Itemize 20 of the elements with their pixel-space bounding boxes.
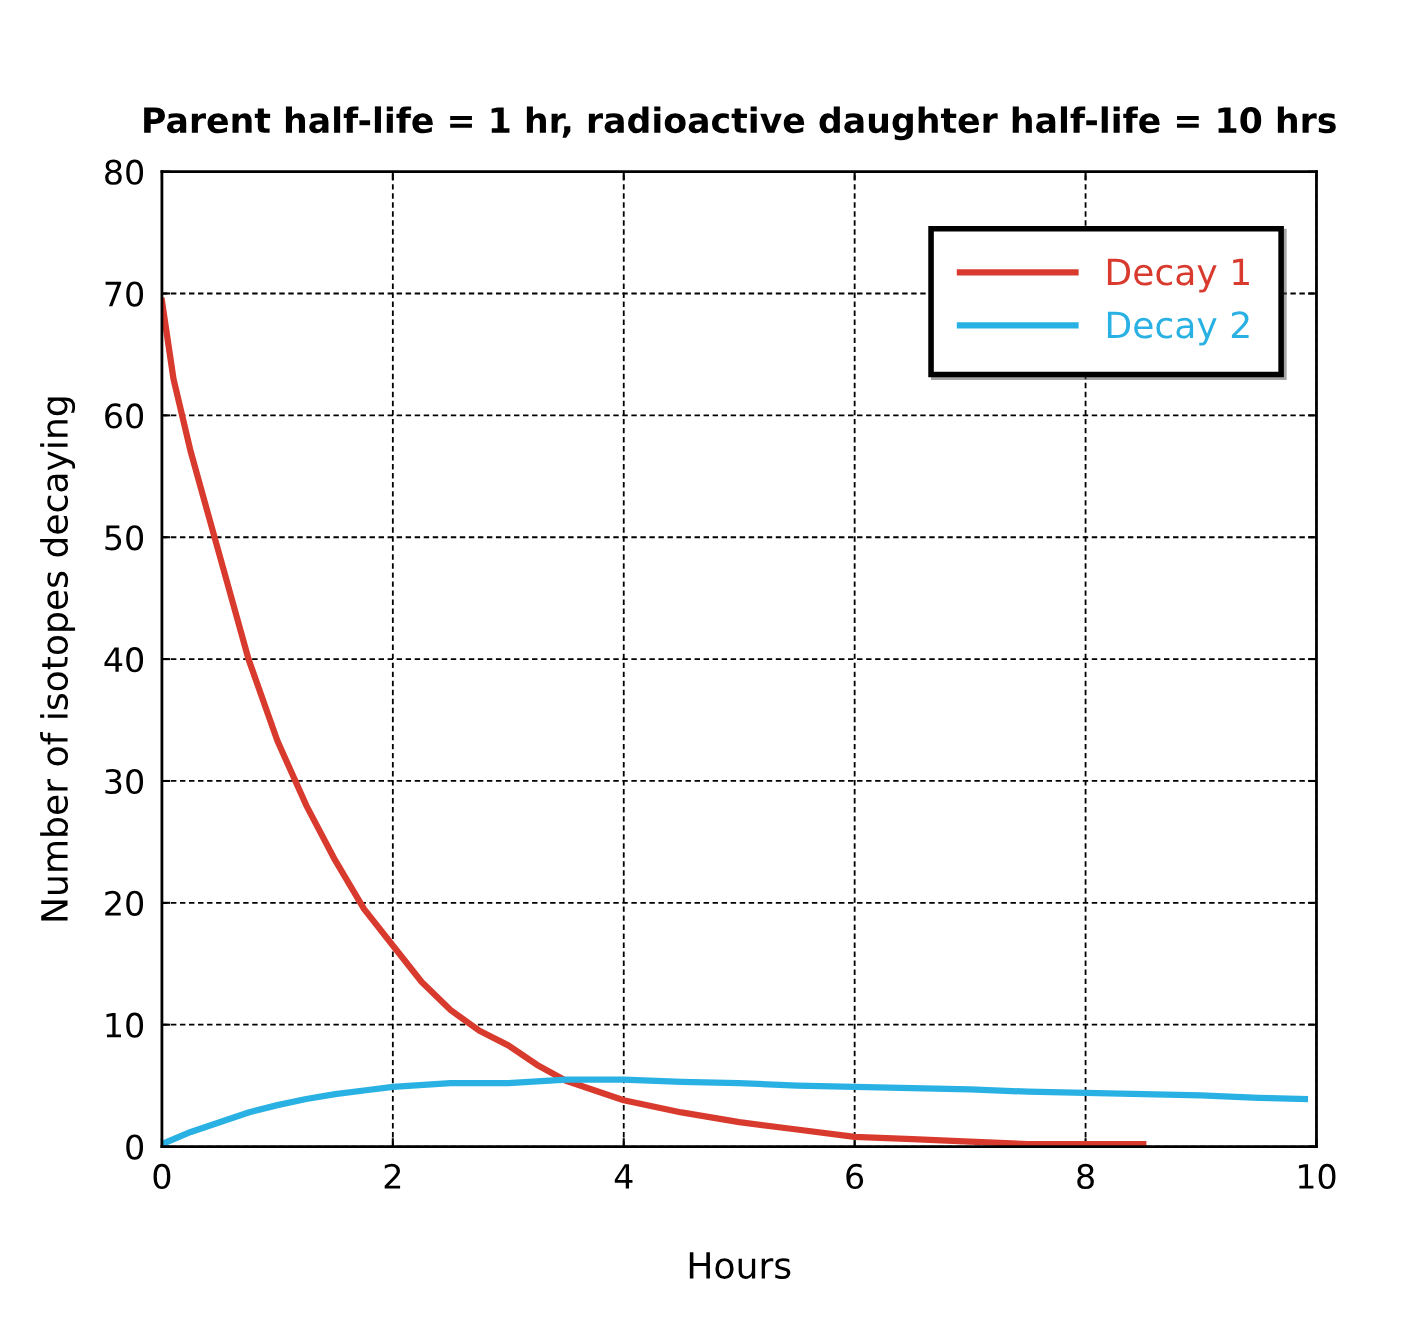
legend-label: Decay 1	[1107, 258, 1249, 293]
y-tick-label: 10	[106, 1012, 144, 1038]
legend-label: Decay 2	[1107, 311, 1249, 346]
y-axis-title: Number of isotopes decaying	[40, 397, 76, 921]
x-tick-label: 8	[1077, 1163, 1094, 1190]
x-tick-label: 10	[1298, 1163, 1336, 1190]
y-tick-label: 0	[126, 1134, 144, 1160]
x-tick-label: 4	[614, 1164, 633, 1189]
x-tick-label: 2	[384, 1163, 401, 1189]
y-tick-label: 70	[105, 281, 144, 307]
y-tick-label: 40	[104, 647, 144, 673]
y-tick-label: 50	[105, 525, 144, 551]
y-tick-label: 60	[105, 403, 144, 429]
y-tick-label: 80	[105, 159, 144, 185]
x-axis-title: Hours	[689, 1252, 791, 1279]
x-tick-label: 0	[153, 1163, 171, 1190]
y-tick-label: 30	[105, 768, 144, 795]
chart-title: Parent half-life = 1 hr, radioactive daughter half-life = 10 hrs	[144, 106, 1336, 141]
x-tick-label: 6	[846, 1163, 864, 1190]
y-tick-label: 20	[105, 890, 144, 916]
